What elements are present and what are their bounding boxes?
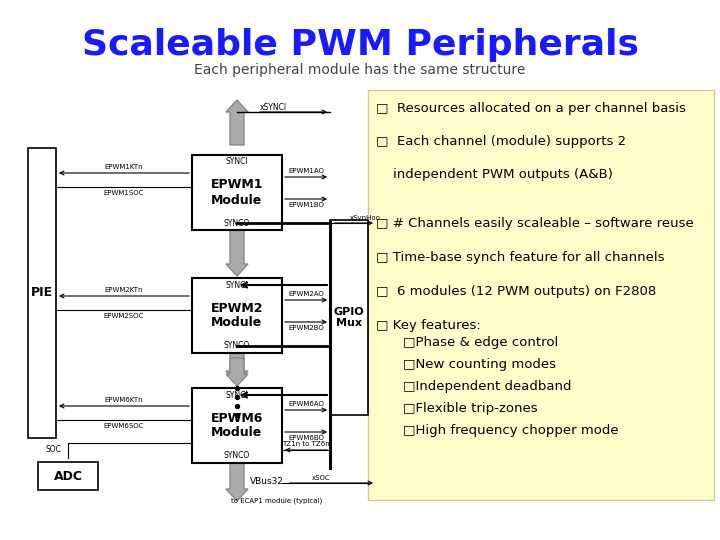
Text: □ Time-base synch feature for all channels: □ Time-base synch feature for all channe… [376,251,665,264]
Bar [192,155,282,230]
Text: EPWM2SOC: EPWM2SOC [104,313,144,319]
Text: □Phase & edge control: □Phase & edge control [403,336,558,349]
Text: □High frequency chopper mode: □High frequency chopper mode [403,424,618,437]
Text: EPWM2
Module: EPWM2 Module [211,301,264,329]
Text: EPWM1BO: EPWM1BO [288,202,324,208]
Bar [330,220,368,415]
Text: xSYNCI: xSYNCI [260,103,287,111]
Text: SYNCI: SYNCI [225,390,248,400]
Text: SYNCO: SYNCO [224,451,250,461]
FancyArrow shape [226,100,248,145]
Bar [28,148,56,438]
Text: EPWM6BO: EPWM6BO [288,435,324,441]
Text: EPWM1AO: EPWM1AO [288,168,324,174]
Text: GPIO
Mux: GPIO Mux [333,307,364,328]
Text: Each peripheral module has the same structure: Each peripheral module has the same stru… [194,63,526,77]
Bar [192,388,282,463]
Text: EPWM2AO: EPWM2AO [288,291,324,297]
Text: EPWM1SOC: EPWM1SOC [104,190,144,196]
FancyArrow shape [226,463,248,501]
Text: EPWM2BO: EPWM2BO [288,325,324,331]
FancyArrow shape [226,353,248,383]
Text: EPWM1KTn: EPWM1KTn [104,164,143,170]
Text: □New counting modes: □New counting modes [403,358,556,371]
Text: VBus32: VBus32 [250,476,284,485]
Text: EPWM6SOC: EPWM6SOC [104,423,144,429]
Text: SYNCO: SYNCO [224,219,250,227]
Text: □  Each channel (module) supports 2: □ Each channel (module) supports 2 [376,135,626,148]
Text: □ Key features:: □ Key features: [376,319,481,332]
Text: EPWM6
Module: EPWM6 Module [211,411,264,440]
FancyArrow shape [226,230,248,276]
Text: EPWM1
Module: EPWM1 Module [211,179,264,206]
Text: EPWM6AO: EPWM6AO [288,401,324,407]
Bar [38,462,98,490]
Text: SYNCI: SYNCI [225,280,248,289]
Text: SYNCI: SYNCI [225,158,248,166]
Text: independent PWM outputs (A&B): independent PWM outputs (A&B) [376,168,613,181]
Text: PIE: PIE [31,287,53,300]
Bar [368,90,714,500]
Text: to ECAP1 module (typical): to ECAP1 module (typical) [231,498,323,504]
Text: □ # Channels easily scaleable – software reuse: □ # Channels easily scaleable – software… [376,217,694,230]
Text: □  6 modules (12 PWM outputs) on F2808: □ 6 modules (12 PWM outputs) on F2808 [376,285,656,298]
FancyArrow shape [226,358,248,386]
Text: EPWM2KTn: EPWM2KTn [104,287,143,293]
Text: ADC: ADC [53,469,83,483]
Text: xSynHoo: xSynHoo [350,215,381,221]
Text: SYNCO: SYNCO [224,341,250,350]
Text: □Independent deadband: □Independent deadband [403,380,572,393]
Text: TZ1n to TZ6n: TZ1n to TZ6n [282,441,330,447]
Text: xSOC: xSOC [312,475,330,481]
Text: Scaleable PWM Peripherals: Scaleable PWM Peripherals [81,28,639,62]
Text: EPWM6KTn: EPWM6KTn [104,397,143,403]
Bar [192,278,282,353]
Text: SOC: SOC [45,446,61,455]
Text: □Flexible trip-zones: □Flexible trip-zones [403,402,538,415]
Text: □  Resources allocated on a per channel basis: □ Resources allocated on a per channel b… [376,102,686,115]
